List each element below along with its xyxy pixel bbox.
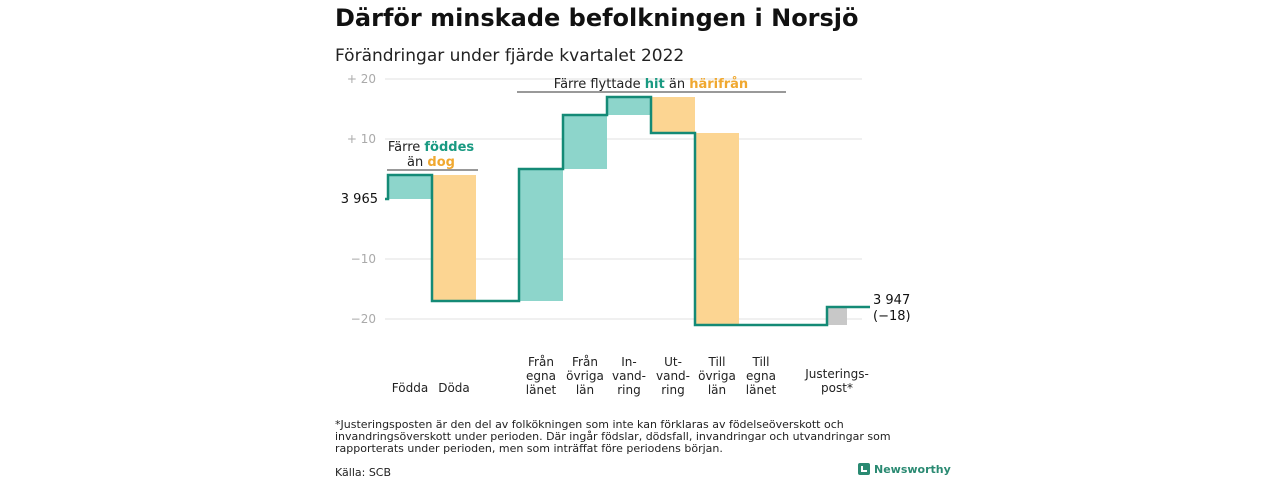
y-tick-label: + 20 (347, 72, 376, 86)
x-category-label: ring (661, 383, 685, 397)
x-category-label: Döda (438, 381, 470, 395)
end-value-label: 3 947 (873, 293, 910, 308)
footnote: *Justeringsposten är den del av folkökni… (335, 418, 891, 455)
start-value-label: 3 965 (341, 192, 378, 207)
waterfall-bar (388, 175, 432, 199)
waterfall-bar (695, 133, 739, 325)
waterfall-bar (607, 97, 651, 115)
x-category-label: Till (708, 355, 726, 369)
chart-title: Därför minskade befolkningen i Norsjö (335, 4, 859, 32)
x-category-label: egna (746, 369, 776, 383)
x-category-label: övriga (566, 369, 604, 383)
x-category-label: Födda (392, 381, 428, 395)
x-category-label: vand- (612, 369, 646, 383)
chart-subtitle: Förändringar under fjärde kvartalet 2022 (335, 46, 685, 66)
waterfall-bar (519, 169, 563, 301)
x-category-label: länet (526, 383, 557, 397)
y-tick-label: −10 (351, 252, 376, 266)
x-category-label: län (576, 383, 594, 397)
brand: Newsworthy (858, 463, 951, 476)
end-change-label: (−18) (873, 309, 911, 324)
x-category-label: övriga (698, 369, 736, 383)
x-category-label: Från (572, 355, 598, 369)
y-tick-label: + 10 (347, 132, 376, 146)
x-category-label: In- (621, 355, 636, 369)
x-category-label: vand- (656, 369, 690, 383)
x-category-label: Ut- (664, 355, 682, 369)
x-category-label: post* (821, 381, 853, 395)
annotation-births-deaths: än dog (407, 155, 455, 170)
annotation-births-deaths: Färre föddes (388, 140, 475, 155)
x-category-label: län (708, 383, 726, 397)
x-category-label: egna (526, 369, 556, 383)
x-category-label: ring (617, 383, 641, 397)
annotation-migration: Färre flyttade hit än härifrån (554, 77, 748, 92)
source-note: Källa: SCB (335, 466, 392, 479)
waterfall-bar (563, 115, 607, 169)
x-category-label: Justerings- (804, 367, 869, 381)
waterfall-bar (827, 307, 847, 325)
brand-name: Newsworthy (874, 463, 951, 476)
x-category-label: Till (752, 355, 770, 369)
running-total-line (385, 95, 870, 327)
waterfall-bar (432, 175, 476, 301)
newsworthy-logo-icon (858, 463, 870, 475)
waterfall-bar (651, 97, 695, 133)
y-tick-label: −20 (351, 312, 376, 326)
x-category-label: länet (746, 383, 777, 397)
x-category-label: Från (528, 355, 554, 369)
